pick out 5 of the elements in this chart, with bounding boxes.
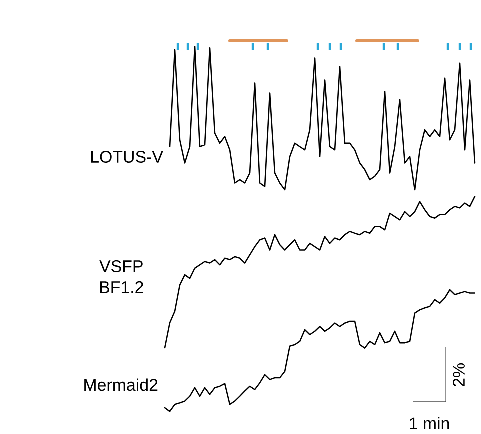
- text: 1 min: [410, 417, 450, 430]
- text: VSFP BF1.2: [100, 260, 144, 294]
- series-label: Mermaid2: [84, 378, 158, 392]
- series-label: LOTUS-V: [91, 151, 164, 164]
- annotation: 2%: [453, 364, 465, 387]
